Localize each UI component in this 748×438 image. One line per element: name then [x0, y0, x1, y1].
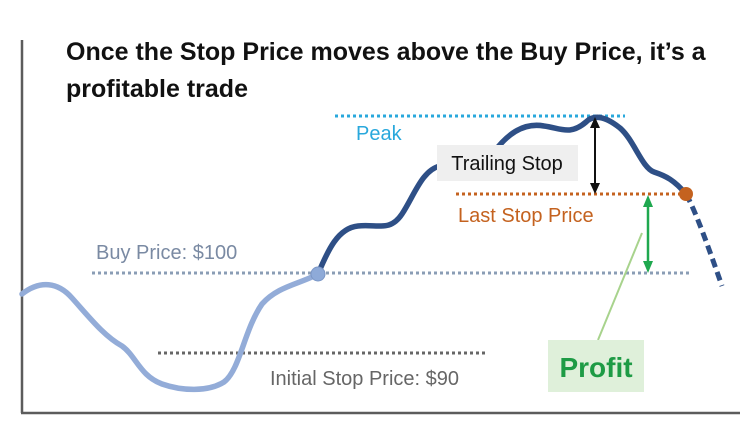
peak-label: Peak [356, 123, 403, 145]
profit-box [548, 340, 644, 392]
price-drop-dashed [683, 192, 725, 287]
profit-arrowhead-bottom [643, 261, 653, 273]
profit-label: Profit [559, 352, 632, 383]
price-line-before-buy [19, 271, 321, 393]
buy-price-label: Buy Price: $100 [96, 242, 237, 264]
buy-point-marker [310, 266, 326, 282]
last-stop-marker [679, 187, 693, 201]
title-line-2: profitable trade [66, 75, 248, 103]
price-line-after-buy [315, 114, 689, 277]
profit-pointer-line [597, 232, 643, 341]
trailing-stop-label: Trailing Stop [451, 153, 563, 175]
trailing-stop-box [437, 145, 578, 181]
initial-stop-price-label: Initial Stop Price: $90 [270, 368, 459, 390]
title-line-1: Once the Stop Price moves above the Buy … [66, 38, 707, 66]
last-stop-price-label: Last Stop Price [458, 205, 594, 227]
profit-arrowhead-top [643, 195, 653, 207]
trailing-stop-arrowhead-bottom [590, 183, 600, 194]
trailing-stop-arrowhead-top [590, 117, 600, 128]
